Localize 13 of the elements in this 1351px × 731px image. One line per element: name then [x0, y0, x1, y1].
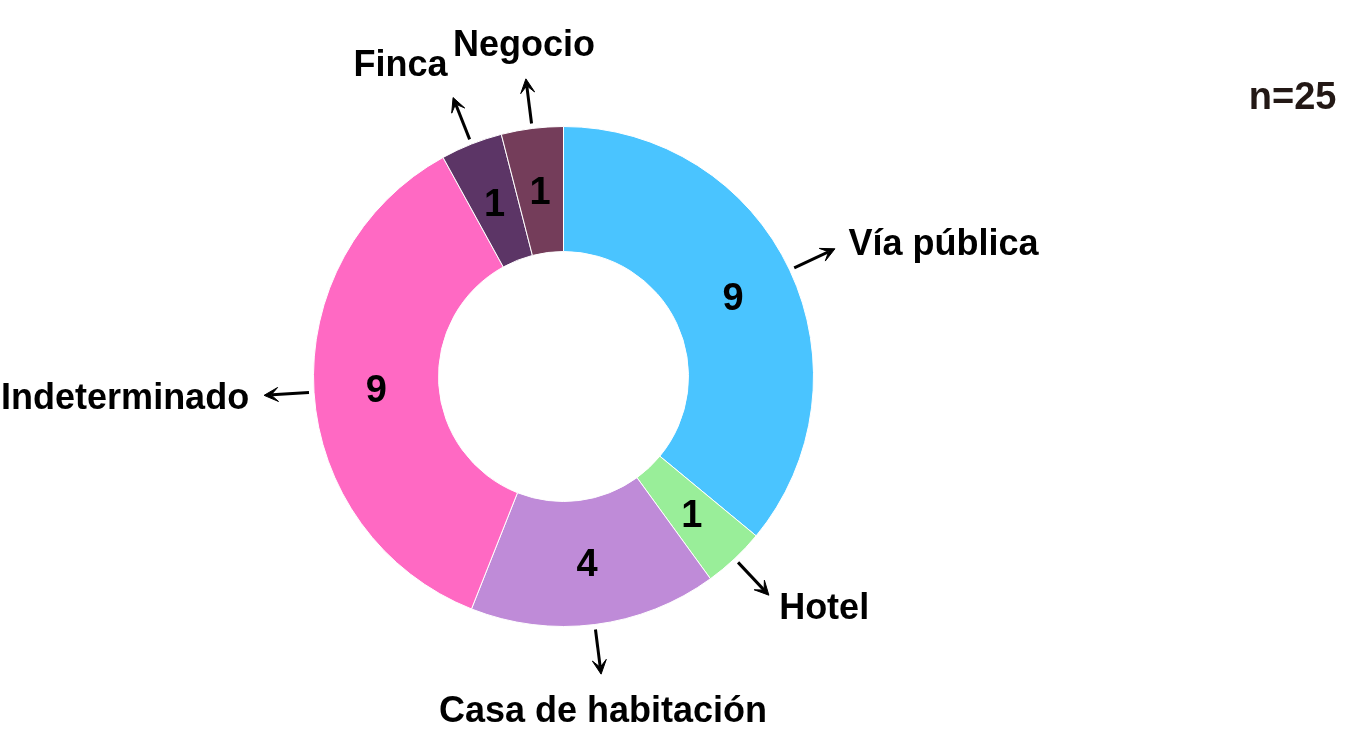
- data-label: 1: [483, 181, 506, 224]
- data-label: 1: [681, 492, 703, 535]
- data-label: 9: [365, 367, 387, 410]
- slice-label: Finca: [353, 42, 449, 84]
- slice-label: Vía pública: [848, 221, 1040, 263]
- slice-label: Negocio: [453, 22, 596, 64]
- slice-label: Indeterminado: [1, 375, 250, 417]
- slice-label: Casa de habitación: [438, 689, 768, 731]
- slice-label: Hotel: [779, 585, 870, 627]
- data-label: 4: [576, 542, 598, 585]
- data-label: 1: [529, 169, 551, 212]
- text: n=25: [1248, 74, 1337, 117]
- data-label: 9: [722, 276, 744, 319]
